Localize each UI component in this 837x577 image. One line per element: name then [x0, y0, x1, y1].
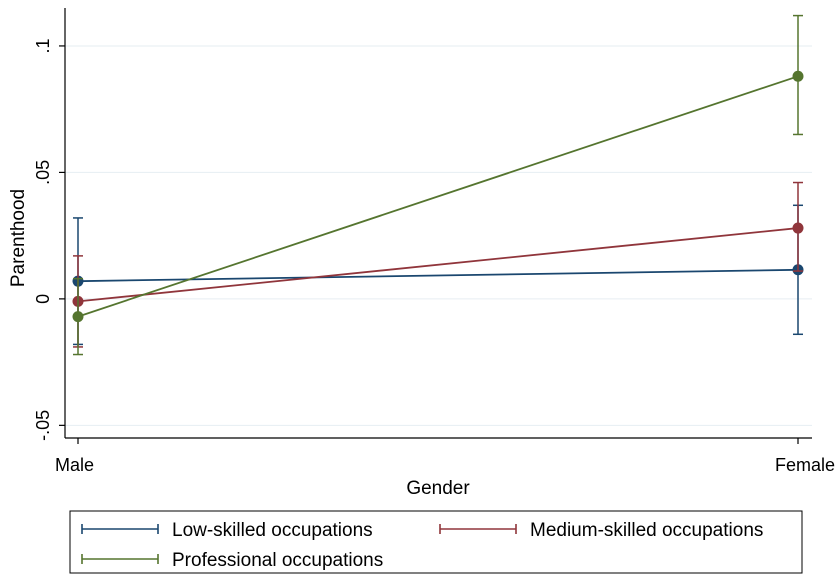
series-line-1: [77, 227, 799, 303]
y-tick-label-0: -.05: [33, 410, 53, 441]
grid-lines: [65, 45, 812, 426]
legend-box: [69, 510, 803, 574]
data-point-2-1: [792, 70, 804, 82]
legend-item-2: Professional occupations: [81, 550, 383, 571]
series-1: [72, 181, 804, 348]
y-tick-label-2: .05: [33, 160, 53, 185]
y-tick-label-3: .1: [33, 38, 53, 53]
y-tick-label-1: 0: [33, 294, 53, 304]
legend-label-1: Medium-skilled occupations: [530, 520, 763, 541]
data-point-2-0: [72, 311, 84, 323]
tick-labels: -.05 0 .05 .1 Male Female: [33, 38, 835, 475]
legend-item-1: Medium-skilled occupations: [439, 520, 763, 541]
axes: [59, 8, 812, 444]
x-tick-label-0: Male: [55, 455, 94, 475]
legend-item-0: Low-skilled occupations: [81, 520, 373, 541]
series-line-2: [77, 75, 799, 318]
legend-label-2: Professional occupations: [172, 550, 383, 571]
series-0: [72, 204, 804, 346]
data-point-1-1: [792, 222, 804, 234]
series-2: [72, 14, 804, 356]
legend-label-0: Low-skilled occupations: [172, 520, 373, 541]
series-group: [72, 14, 804, 356]
x-axis-title: Gender: [406, 478, 470, 499]
x-tick-label-1: Female: [775, 455, 835, 475]
y-axis-title: Parenthood: [8, 189, 29, 287]
legend: Low-skilled occupations Medium-skilled oc…: [69, 510, 803, 574]
series-line-0: [77, 268, 799, 283]
